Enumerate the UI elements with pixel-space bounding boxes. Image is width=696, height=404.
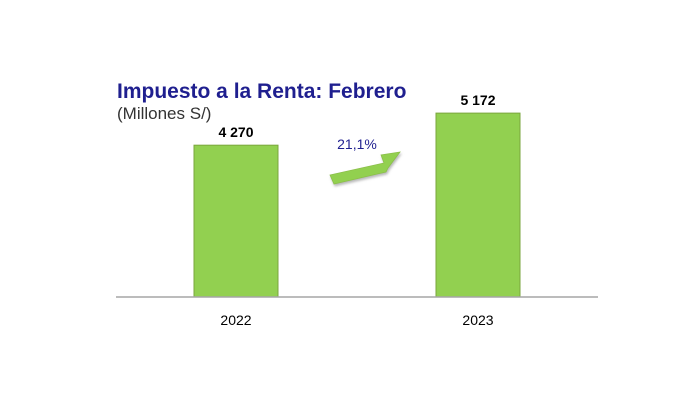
growth-arrow (329, 151, 401, 185)
bar-2022 (193, 144, 279, 298)
x-tick-label-2023: 2023 (462, 312, 493, 328)
data-label-2023: 5 172 (460, 92, 495, 108)
bar-2023 (435, 112, 521, 298)
growth-annotation: 21,1% (337, 136, 377, 152)
x-tick-label-2022: 2022 (220, 312, 251, 328)
chart-subtitle: (Millones S/) (117, 104, 212, 123)
data-label-2022: 4 270 (218, 124, 253, 140)
chart-title: Impuesto a la Renta: Febrero (117, 80, 407, 103)
